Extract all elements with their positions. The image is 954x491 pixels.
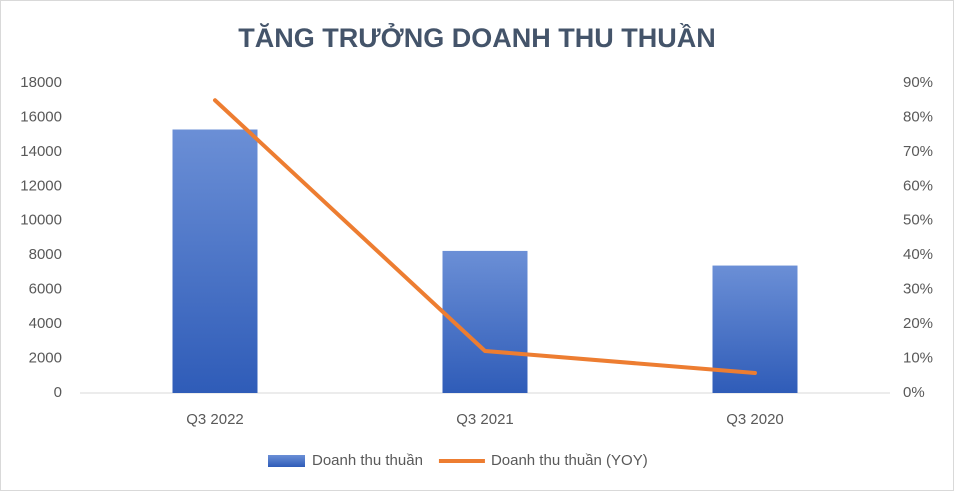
y2-tick-label: 0% (903, 384, 925, 401)
x-tick-label: Q3 2021 (456, 411, 514, 428)
legend-swatch (268, 455, 305, 467)
y2-tick-label: 30% (903, 281, 933, 298)
x-tick-label: Q3 2022 (186, 411, 244, 428)
y-tick-label: 16000 (20, 108, 62, 125)
y-tick-label: 8000 (29, 246, 62, 263)
y-tick-label: 2000 (29, 350, 62, 367)
y-tick-label: 6000 (29, 281, 62, 298)
y2-tick-label: 60% (903, 177, 933, 194)
y-tick-label: 10000 (20, 212, 62, 229)
x-tick-label: Q3 2020 (726, 411, 784, 428)
y2-tick-label: 80% (903, 108, 933, 125)
y2-tick-label: 90% (903, 74, 933, 91)
y2-tick-label: 20% (903, 315, 933, 332)
line (213, 98, 757, 376)
bar (172, 129, 258, 393)
legend-label: Doanh thu thuần (YOY) (491, 452, 648, 469)
y-tick-label: 0 (54, 384, 62, 401)
y2-tick-label: 40% (903, 246, 933, 263)
y-tick-label: 18000 (20, 74, 62, 91)
chart-title: TĂNG TRƯỞNG DOANH THU THUẦN (238, 21, 715, 53)
y2-tick-label: 70% (903, 143, 933, 160)
y-tick-label: 4000 (29, 315, 62, 332)
y2-tick-label: 10% (903, 350, 933, 367)
y-tick-label: 14000 (20, 143, 62, 160)
y2-tick-label: 50% (903, 212, 933, 229)
y-tick-label: 12000 (20, 177, 62, 194)
legend-label: Doanh thu thuần (312, 452, 423, 469)
